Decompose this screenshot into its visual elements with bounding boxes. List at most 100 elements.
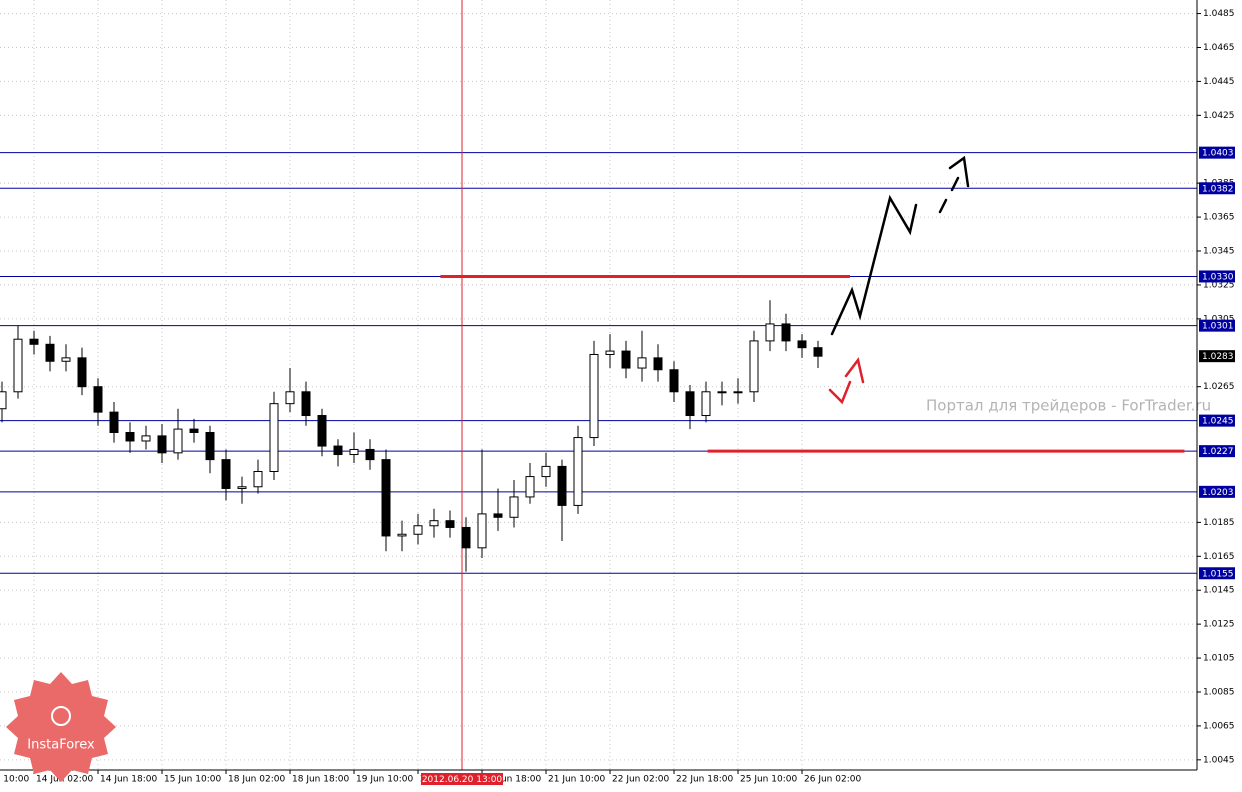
level-label: 1.0330 bbox=[1202, 272, 1234, 282]
candle-body bbox=[413, 525, 423, 535]
candle-body bbox=[813, 347, 823, 357]
candle-body bbox=[445, 520, 455, 528]
watermark: Портал для трейдеров - ForTrader.ru bbox=[926, 397, 1211, 415]
logo-text: InstaForex bbox=[27, 738, 95, 753]
logo: InstaForex bbox=[6, 672, 116, 782]
forecast-drawing bbox=[828, 155, 970, 405]
x-tick-label: 14 Jun 02:00 bbox=[36, 775, 93, 785]
candle-body bbox=[701, 391, 711, 417]
candle-body bbox=[333, 445, 343, 456]
y-tick-label: 1.0065 bbox=[1203, 721, 1235, 731]
level-label: 1.0155 bbox=[1202, 569, 1234, 579]
candle-body bbox=[349, 448, 359, 456]
y-tick-label: 1.0185 bbox=[1203, 518, 1235, 528]
x-tick-label: 21 Jun 10:00 bbox=[548, 775, 605, 785]
candle-body bbox=[0, 391, 7, 410]
candle-body bbox=[781, 323, 791, 342]
candle-body bbox=[573, 437, 583, 506]
level-label-box bbox=[1199, 270, 1235, 283]
x-tick-label: 26 Jun 02:00 bbox=[804, 775, 861, 785]
candle-body bbox=[205, 431, 215, 461]
y-tick-label: 1.0345 bbox=[1203, 247, 1235, 257]
candle-body bbox=[77, 357, 87, 388]
y-tick-label: 1.0485 bbox=[1203, 9, 1235, 19]
candle-body bbox=[477, 513, 487, 549]
y-tick-label: 1.0145 bbox=[1203, 586, 1235, 596]
level-label-box bbox=[1199, 182, 1235, 195]
candle-body bbox=[157, 435, 167, 454]
current-price-label: 1.0283 bbox=[1202, 352, 1234, 362]
candle-body bbox=[109, 411, 119, 433]
level-label: 1.0245 bbox=[1202, 417, 1234, 427]
x-tick-label: 18 Jun 18:00 bbox=[292, 775, 349, 785]
cursor-label-box bbox=[421, 773, 503, 785]
candle-body bbox=[461, 526, 471, 549]
candle-body bbox=[45, 343, 55, 362]
y-tick-label: 1.0325 bbox=[1203, 280, 1235, 290]
candle-body bbox=[221, 459, 231, 489]
candle-body bbox=[653, 357, 663, 371]
x-tick-label: 18 Jun 02:00 bbox=[228, 775, 285, 785]
candle-body bbox=[717, 391, 727, 394]
candle-body bbox=[797, 340, 807, 349]
y-tick-label: 1.0085 bbox=[1203, 687, 1235, 697]
candle-body bbox=[365, 448, 375, 461]
y-tick-label: 1.0265 bbox=[1203, 382, 1235, 392]
y-tick-label: 1.0105 bbox=[1203, 654, 1235, 664]
level-label: 1.0227 bbox=[1202, 447, 1234, 457]
candle-body bbox=[669, 369, 679, 393]
candle-body bbox=[765, 323, 775, 342]
candle-body bbox=[141, 435, 151, 442]
cursor-label: 2012.06.20 13:00 bbox=[422, 775, 503, 785]
candle-body bbox=[29, 338, 39, 345]
candle-body bbox=[525, 476, 535, 498]
y-tick-label: 1.0045 bbox=[1203, 755, 1235, 765]
candle-body bbox=[733, 391, 743, 394]
level-label: 1.0382 bbox=[1202, 184, 1234, 194]
level-label-box bbox=[1199, 414, 1235, 427]
x-tick-label: 13 Jun 10:00 bbox=[0, 775, 29, 785]
level-label-box bbox=[1199, 567, 1235, 580]
x-tick-label: 14 Jun 18:00 bbox=[100, 775, 157, 785]
x-tick-label: 15 Jun 10:00 bbox=[164, 775, 221, 785]
candle-body bbox=[269, 403, 279, 472]
level-label: 1.0403 bbox=[1202, 149, 1234, 159]
y-tick-label: 1.0305 bbox=[1203, 314, 1235, 324]
candle-body bbox=[429, 520, 439, 527]
x-tick-label: 22 Jun 02:00 bbox=[612, 775, 669, 785]
candle-body bbox=[253, 470, 263, 488]
candle-body bbox=[589, 353, 599, 439]
x-tick-label: 25 Jun 10:00 bbox=[740, 775, 797, 785]
y-tick-label: 1.0425 bbox=[1203, 111, 1235, 121]
candle-body bbox=[13, 338, 23, 393]
level-label-box bbox=[1199, 319, 1235, 332]
x-tick-label: 20 Jun 18:00 bbox=[484, 775, 541, 785]
logo-badge bbox=[6, 672, 116, 782]
level-label-box bbox=[1199, 485, 1235, 498]
level-label: 1.0301 bbox=[1202, 322, 1234, 332]
candle-body bbox=[637, 357, 647, 369]
y-tick-label: 1.0465 bbox=[1203, 43, 1235, 53]
current-price-box bbox=[1199, 350, 1235, 363]
candle-body bbox=[493, 513, 503, 518]
candle-body bbox=[541, 465, 551, 478]
level-label-box bbox=[1199, 445, 1235, 458]
logo-icon bbox=[51, 706, 71, 726]
y-tick-label: 1.0445 bbox=[1203, 77, 1235, 87]
candle-body bbox=[749, 340, 759, 393]
y-tick-label: 1.0125 bbox=[1203, 620, 1235, 630]
candle-body bbox=[173, 428, 183, 454]
candle-body bbox=[301, 391, 311, 417]
candle-body bbox=[381, 459, 391, 537]
candle-body bbox=[317, 415, 327, 447]
candle-body bbox=[621, 350, 631, 369]
y-tick-label: 1.0365 bbox=[1203, 213, 1235, 223]
candle-body bbox=[685, 391, 695, 417]
candle-body bbox=[125, 431, 135, 442]
candle-body bbox=[61, 357, 71, 362]
candle-body bbox=[189, 428, 199, 433]
candle-body bbox=[93, 386, 103, 413]
level-label: 1.0203 bbox=[1202, 488, 1234, 498]
